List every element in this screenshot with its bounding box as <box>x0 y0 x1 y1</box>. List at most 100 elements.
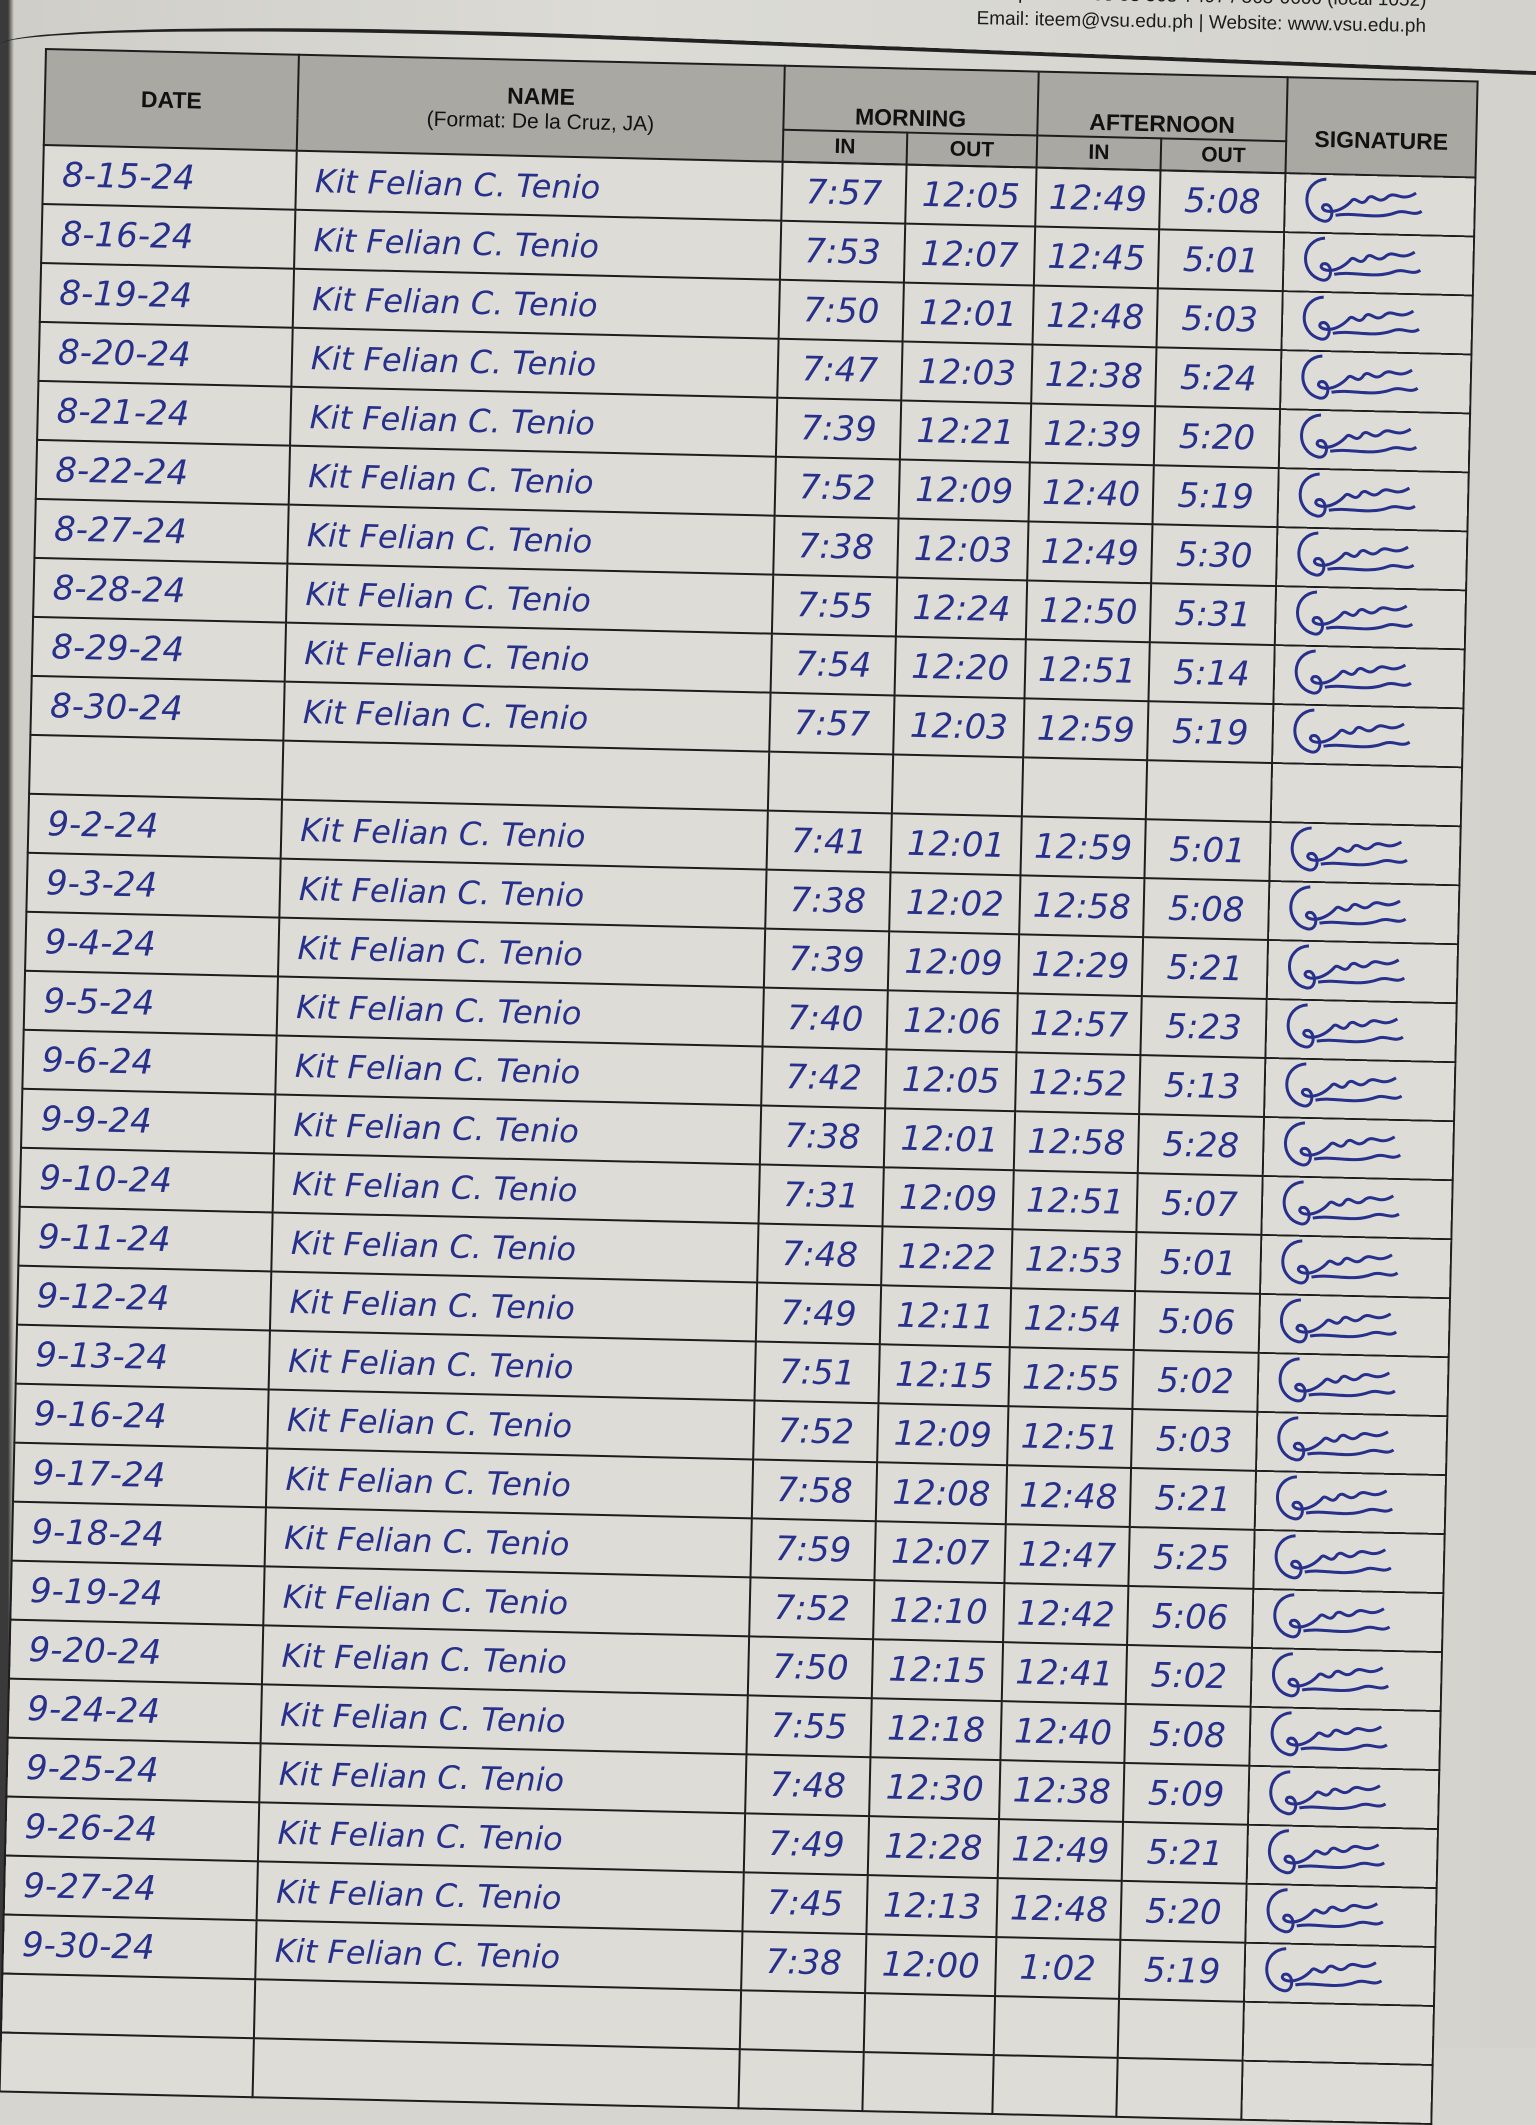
date-cell: 8-19-24 <box>39 262 295 328</box>
signature-cell <box>1242 2001 1434 2066</box>
table-row: 9-30-24 Kit Felian C. Tenio 7:38 12:00 1:02 5… <box>2 1914 1436 2007</box>
date-cell: 9-25-24 <box>6 1737 261 1803</box>
afternoon-in-cell: 12:40 <box>1000 1701 1126 1763</box>
afternoon-out-cell: 5:28 <box>1137 1114 1265 1176</box>
signature-cell <box>1241 2060 1433 2124</box>
signature-cell <box>1269 822 1461 886</box>
morning-in-cell: 7:50 <box>747 1636 874 1699</box>
morning-out-cell: 12:11 <box>879 1285 1012 1348</box>
afternoon-out-cell: 5:13 <box>1139 1055 1266 1117</box>
afternoon-in-cell: 12:48 <box>1005 1465 1132 1527</box>
date-cell: 8-30-24 <box>30 675 285 741</box>
morning-out-cell: 12:09 <box>898 459 1030 522</box>
date-cell: 9-12-24 <box>17 1265 272 1331</box>
header-morning-out: OUT <box>906 132 1038 168</box>
signature-cell <box>1257 1352 1449 1417</box>
signature-scribble <box>1304 236 1422 282</box>
table-row: 9-9-24 Kit Felian C. Tenio 7:38 12:01 12:58 5… <box>21 1088 1455 1181</box>
morning-out-cell: 12:03 <box>893 695 1025 758</box>
name-cell: Kit Felian C. Tenio <box>271 1212 759 1283</box>
header-date: DATE <box>43 49 299 151</box>
afternoon-in-cell: 12:53 <box>1011 1229 1137 1292</box>
morning-in-cell: 7:51 <box>754 1341 880 1404</box>
morning-in-cell: 7:49 <box>743 1813 870 1876</box>
morning-out-cell: 12:08 <box>875 1462 1008 1525</box>
morning-in-cell: 7:52 <box>774 456 900 519</box>
signature-cell <box>1253 1529 1445 1594</box>
signature-scribble <box>1294 649 1412 695</box>
name-cell: Kit Felian C. Tenio <box>261 1625 750 1696</box>
date-cell: 8-22-24 <box>35 439 291 505</box>
signature-cell <box>1274 586 1467 650</box>
table-row: 8-19-24 Kit Felian C. Tenio 7:50 12:01 12:48… <box>39 262 1473 355</box>
attendance-table: DATE NAME (Format: De la Cruz, JA) MORNI… <box>0 48 1479 2125</box>
morning-in-cell: 7:31 <box>758 1164 884 1227</box>
table-row: 8-22-24 Kit Felian C. Tenio 7:52 12:09 12:40… <box>35 439 1469 532</box>
morning-in-cell <box>738 2049 864 2112</box>
signature-scribble <box>1300 413 1418 459</box>
signature-cell <box>1250 1647 1442 1712</box>
afternoon-in-cell: 12:48 <box>1032 285 1158 348</box>
afternoon-in-cell: 12:38 <box>999 1760 1125 1822</box>
afternoon-in-cell: 12:54 <box>1009 1288 1136 1351</box>
morning-in-cell: 7:52 <box>753 1400 879 1463</box>
signature-cell <box>1264 1057 1456 1122</box>
morning-out-cell: 12:15 <box>878 1344 1010 1407</box>
afternoon-out-cell: 5:31 <box>1149 583 1277 646</box>
afternoon-in-cell: 12:57 <box>1016 993 1142 1056</box>
afternoon-out-cell: 5:21 <box>1121 1821 1249 1884</box>
name-cell: Kit Felian C. Tenio <box>280 799 768 870</box>
name-cell: Kit Felian C. Tenio <box>255 1920 743 1991</box>
morning-in-cell: 7:57 <box>781 161 907 224</box>
header-morning-in: IN <box>782 129 908 165</box>
table-row: 8-16-24 Kit Felian C. Tenio 7:53 12:07 12:45… <box>41 203 1475 296</box>
name-cell: Kit Felian C. Tenio <box>294 209 782 280</box>
signature-scribble <box>1267 1829 1386 1875</box>
header-name-label: NAME <box>506 82 576 110</box>
name-cell <box>253 1979 742 2050</box>
date-cell: 8-21-24 <box>37 380 292 446</box>
date-cell: 9-20-24 <box>8 1619 264 1685</box>
header-name: NAME (Format: De la Cruz, JA) <box>296 54 785 162</box>
date-cell: 9-17-24 <box>13 1442 268 1508</box>
header-afternoon-out: OUT <box>1160 138 1287 174</box>
morning-in-cell: 7:50 <box>778 279 904 342</box>
signature-scribble <box>1271 1652 1390 1698</box>
morning-in-cell: 7:42 <box>761 1046 887 1109</box>
header-signature: SIGNATURE <box>1285 77 1478 178</box>
date-cell <box>29 734 284 800</box>
morning-in-cell: 7:45 <box>742 1872 868 1935</box>
afternoon-in-cell: 12:47 <box>1004 1524 1130 1586</box>
afternoon-in-cell: 12:39 <box>1029 403 1156 466</box>
table-row: 8-15-24 Kit Felian C. Tenio 7:57 12:05 12:49… <box>42 144 1476 237</box>
signature-cell <box>1278 409 1471 473</box>
afternoon-out-cell: 5:01 <box>1157 229 1285 292</box>
morning-out-cell: 12:30 <box>869 1757 1001 1820</box>
name-cell: Kit Felian C. Tenio <box>286 563 774 634</box>
afternoon-out-cell: 5:07 <box>1136 1173 1263 1235</box>
morning-out-cell: 12:06 <box>886 990 1018 1053</box>
table-row: 9-12-24 Kit Felian C. Tenio 7:49 12:11 12:54… <box>17 1265 1451 1358</box>
afternoon-out-cell <box>1116 2057 1243 2120</box>
afternoon-out-cell: 5:01 <box>1135 1232 1262 1294</box>
table-row: 9-20-24 Kit Felian C. Tenio 7:50 12:15 12:41… <box>8 1619 1442 1712</box>
table-row: 8-21-24 Kit Felian C. Tenio 7:39 12:21 12:39… <box>37 380 1471 473</box>
date-cell: 9-30-24 <box>2 1914 257 1980</box>
name-cell: Kit Felian C. Tenio <box>260 1684 748 1755</box>
table-row: 9-24-24 Kit Felian C. Tenio 7:55 12:18 12:40… <box>7 1678 1441 1771</box>
morning-out-cell: 12:01 <box>902 282 1034 345</box>
afternoon-out-cell <box>1145 760 1273 823</box>
signature-scribble <box>1275 1475 1394 1521</box>
morning-in-cell: 7:39 <box>775 397 902 460</box>
signature-cell <box>1254 1470 1447 1535</box>
date-cell: 9-9-24 <box>21 1088 276 1154</box>
afternoon-in-cell <box>993 1996 1120 2058</box>
signature-scribble <box>1277 1416 1395 1462</box>
table-row: 9-27-24 Kit Felian C. Tenio 7:45 12:13 12:48… <box>3 1855 1437 1948</box>
signature-scribble <box>1285 1062 1403 1108</box>
morning-in-cell: 7:39 <box>763 928 890 991</box>
signature-scribble <box>1296 590 1414 636</box>
name-cell: Kit Felian C. Tenio <box>263 1566 751 1637</box>
morning-out-cell: 12:00 <box>865 1934 997 1997</box>
afternoon-out-cell: 5:30 <box>1151 524 1278 587</box>
